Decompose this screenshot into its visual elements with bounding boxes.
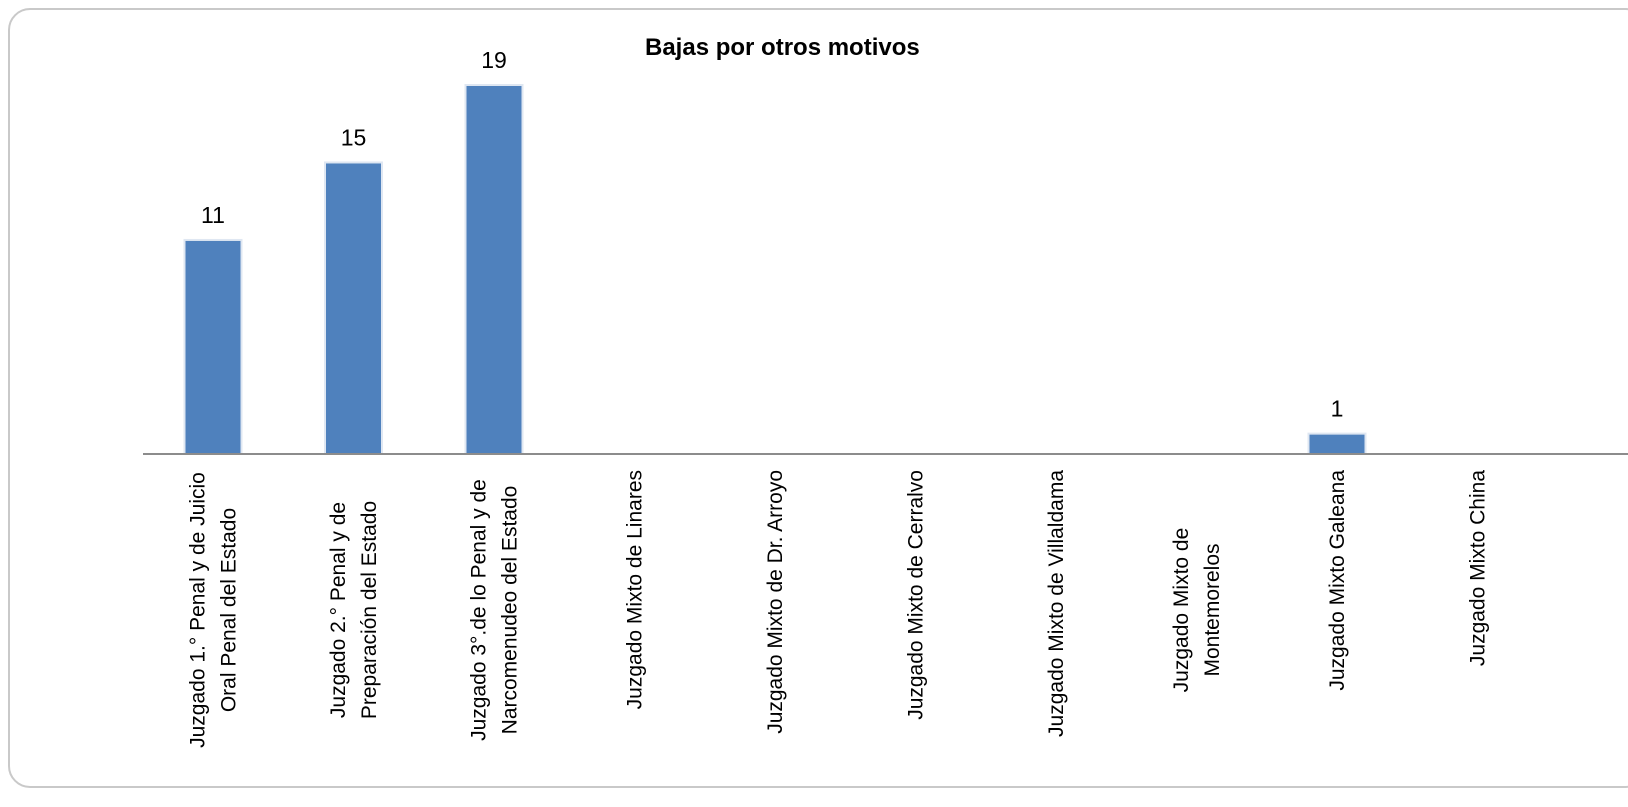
data-label: 1: [1331, 396, 1344, 422]
category-label: Juzgado Mixto de Dr. Arroyo: [764, 470, 787, 734]
category-label: Juzgado 3°.de lo Penal y de: [468, 479, 491, 741]
data-label: 19: [481, 47, 507, 73]
category-label: Juzgado Mixto de Villaldama: [1045, 470, 1068, 737]
category-label: Narcomenudeo del Estado: [499, 486, 522, 735]
category-label: Juzgado Mixto de: [1170, 528, 1193, 693]
bar: [185, 240, 241, 454]
bar: [1309, 434, 1365, 454]
category-label: Juzgado 1.° Penal y de Juicio: [187, 472, 210, 748]
bar: [326, 163, 381, 454]
bar: [466, 86, 522, 454]
category-label: Preparación del Estado: [358, 501, 381, 719]
data-label: 15: [341, 124, 367, 150]
category-label: Juzgado Mixto Galeana: [1326, 470, 1349, 691]
category-label: Montemorelos: [1201, 543, 1224, 676]
category-label: Juzgado Mixto de Cerralvo: [905, 470, 928, 720]
data-label: 11: [201, 202, 225, 228]
chart-title: Bajas por otros motivos: [645, 34, 920, 61]
category-label: Juzgado 2.° Penal y de: [327, 502, 350, 718]
category-label: Juzgado Mixto de Linares: [624, 470, 647, 709]
category-label: Oral Penal del Estado: [218, 508, 241, 712]
category-label: Juzgado Mixto China: [1467, 470, 1490, 666]
chart-frame: [8, 8, 1628, 788]
